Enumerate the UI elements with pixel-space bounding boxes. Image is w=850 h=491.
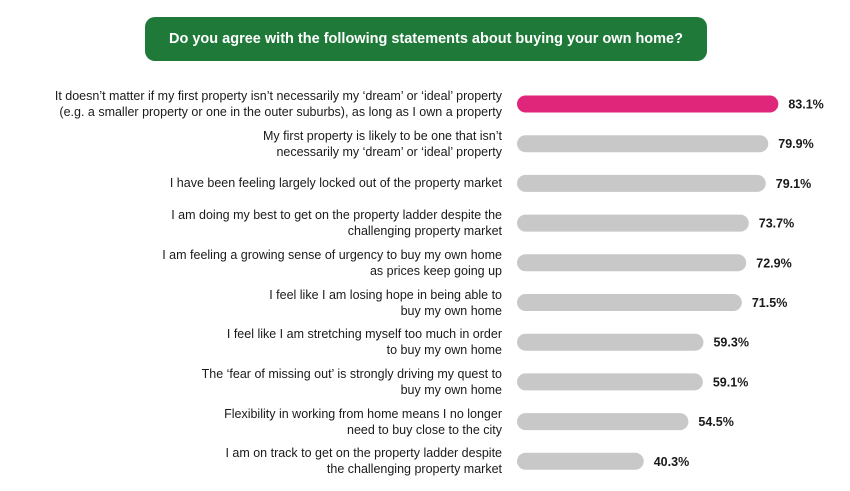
category-label-line: as prices keep going up [369,263,502,278]
category-label-4: I am doing my best to get on the propert… [2,207,502,239]
category-label-line: to buy my own home [386,343,502,358]
category-label-line: Flexibility in working from home means I… [224,406,502,421]
category-label-line: I am feeling a growing sense of urgency … [162,247,502,262]
category-label-line: need to buy close to the city [347,422,502,437]
bar-6 [517,294,742,311]
category-label-line: The ‘fear of missing out’ is strongly dr… [201,366,502,381]
category-label-line: I have been feeling largely locked out o… [169,176,502,191]
value-label-8: 59.1% [713,375,748,389]
value-label-2: 79.9% [778,137,813,151]
bar-1 [517,95,779,113]
category-label-line: It doesn’t matter if my first property i… [54,89,502,103]
category-label-line: buy my own home [400,303,502,318]
bar-2 [517,135,769,153]
category-label-line: I am doing my best to get on the propert… [171,208,502,223]
category-label-2: My first property is likely to be one th… [2,128,502,160]
category-label-line: (e.g. a smaller property or one in the o… [59,105,502,119]
category-label-10: I am on track to get on the property lad… [2,445,502,477]
value-label-4: 73.7% [759,217,794,231]
category-label-line: challenging property market [347,224,502,239]
value-label-5: 72.9% [756,256,791,270]
category-label-9: Flexibility in working from home means I… [2,406,502,438]
category-label-6: I feel like I am losing hope in being ab… [2,287,502,319]
category-label-line: the challenging property market [326,462,502,477]
value-label-6: 71.5% [752,296,787,310]
category-label-line: I feel like I am losing hope in being ab… [269,287,502,302]
bar-9 [517,413,689,431]
category-label-line: My first property is likely to be one th… [263,128,502,143]
bar-8 [517,373,703,391]
category-label-5: I am feeling a growing sense of urgency … [2,247,502,279]
bar-7 [517,333,704,351]
bar-5 [517,254,747,272]
category-label-line: I am on track to get on the property lad… [225,446,502,461]
value-label-10: 40.3% [654,455,689,469]
value-label-9: 54.5% [698,415,733,429]
category-label-line: buy my own home [400,382,502,397]
bar-10 [517,452,644,470]
value-label-7: 59.3% [713,336,748,350]
category-label-line: I feel like I am stretching myself too m… [226,327,502,342]
bar-4 [517,214,749,232]
category-label-3: I have been feeling largely locked out o… [2,175,502,191]
category-label-7: I feel like I am stretching myself too m… [2,326,502,358]
chart-title: Do you agree with the following statemen… [145,17,707,61]
category-label-8: The ‘fear of missing out’ is strongly dr… [2,366,502,398]
category-label-line: necessarily my ‘dream’ or ‘ideal’ proper… [276,144,502,159]
value-label-1: 83.1% [788,98,823,112]
bar-3 [517,174,766,192]
category-label-1: It doesn’t matter if my first property i… [2,88,502,120]
value-label-3: 79.1% [776,177,811,191]
